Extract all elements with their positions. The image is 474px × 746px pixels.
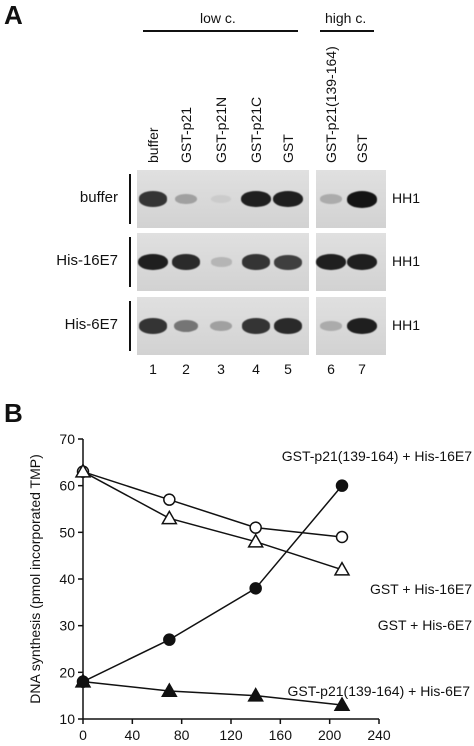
lane-number-3: 3: [217, 361, 225, 377]
chart-series-labels: GST-p21(139-164) + His-16E7 GST + His-16E…: [282, 448, 472, 699]
series-label-3: GST + His-6E7: [378, 617, 472, 633]
x-tick-label-3: 120: [219, 727, 243, 743]
series-label-1: GST-p21(139-164) + His-16E7: [282, 448, 472, 464]
band-row3-lane3: [209, 320, 233, 332]
data-point-s1-2: [163, 633, 176, 646]
series-4: [74, 673, 351, 711]
band-row2-lane3: [210, 257, 232, 267]
band-row3-lane7: [347, 317, 377, 335]
lane-label-5: GST: [280, 134, 296, 163]
chart-axes: 10 20 30 40 50 60 70 0 40 80 120 160 200 240 His-E7 (n…: [27, 431, 391, 746]
high-concentration-bracket: [320, 30, 374, 32]
y-tick-label-6: 70: [59, 431, 75, 447]
data-point-s2-3: [249, 521, 262, 534]
band-row2-lane6: [316, 253, 346, 271]
band-row3-lane5: [273, 318, 303, 334]
lane-label-2: GST-p21: [178, 106, 194, 163]
data-point-s4-2: [161, 682, 178, 697]
band-row3-lane4: [241, 318, 271, 334]
lane-number-4: 4: [252, 361, 260, 377]
band-row1-lane4: [241, 190, 271, 208]
lane-label-4: GST-p21C: [248, 96, 264, 163]
y-tick-label-4: 50: [59, 524, 75, 540]
series-line-3: [82, 471, 343, 571]
hh1-marker-1: HH1: [392, 190, 421, 206]
data-point-s3-4: [333, 561, 351, 576]
dna-synthesis-chart: 10 20 30 40 50 60 70 0 40 80 120 160 200 240 His-E7 (n…: [27, 431, 472, 746]
data-point-s2-4: [335, 530, 349, 544]
band-row3-lane1: [138, 318, 168, 334]
y-tick-label-0: 10: [59, 711, 75, 727]
y-tick-label-2: 30: [59, 618, 75, 634]
data-point-s1-4: [335, 479, 349, 492]
series-line-4: [82, 680, 343, 706]
lane-label-7: GST: [354, 134, 370, 163]
data-point-s4-4: [333, 696, 351, 711]
x-tick-label-2: 80: [174, 727, 190, 743]
lane-label-3: GST-p21N: [213, 96, 229, 163]
data-point-s4-1: [74, 673, 92, 688]
band-row2-lane2: [171, 254, 201, 270]
series-line-1: [82, 485, 343, 683]
panel-b-letter: B: [4, 398, 23, 428]
data-point-s1-3: [249, 582, 262, 595]
series-2: [76, 465, 349, 544]
band-row2-lane7: [347, 253, 377, 271]
band-row2-lane5: [274, 254, 302, 270]
x-tick-label-4: 160: [269, 727, 293, 743]
x-tick-label-1: 40: [125, 727, 141, 743]
band-row2-lane4: [241, 254, 271, 270]
hh1-marker-2: HH1: [392, 253, 421, 269]
band-row2-lane1: [138, 253, 168, 271]
x-tick-label-0: 0: [79, 727, 87, 743]
series-label-4: GST-p21(139-164) + His-6E7: [288, 683, 471, 699]
lane-number-5: 5: [284, 361, 292, 377]
row-label-3: His-6E7: [64, 316, 118, 333]
lane-number-6: 6: [327, 361, 335, 377]
band-row1-lane6: [320, 194, 342, 204]
chart-series: [74, 463, 351, 711]
low-concentration-bracket: [143, 30, 298, 32]
lane-label-1: buffer: [145, 127, 161, 163]
band-row1-lane1: [138, 191, 168, 207]
x-axis-label: His-E7 (ng): [191, 744, 267, 746]
hh1-marker-3: HH1: [392, 317, 421, 333]
lane-number-1: 1: [149, 361, 157, 377]
band-row3-lane2: [173, 319, 199, 333]
x-tick-label-5: 200: [318, 727, 342, 743]
lane-label-6: GST-p21(139-164): [323, 46, 339, 163]
band-row1-lane3: [211, 194, 231, 204]
series-label-2: GST + His-16E7: [370, 581, 472, 597]
data-point-s3-3: [247, 533, 264, 548]
row-bracket-3: [129, 301, 131, 351]
band-row1-lane2: [174, 193, 198, 205]
y-axis-label: DNA synthesis (pmol incorporated TMP): [27, 454, 43, 704]
series-3: [74, 463, 351, 576]
high-concentration-label: high c.: [325, 10, 367, 26]
row-label-2: His-16E7: [56, 252, 118, 269]
lane-number-7: 7: [358, 361, 366, 377]
row-bracket-2: [129, 237, 131, 287]
band-row1-lane5: [273, 190, 303, 208]
row-label-1: buffer: [79, 189, 118, 206]
data-point-s4-3: [247, 687, 264, 702]
data-point-s3-2: [161, 509, 178, 525]
y-tick-label-1: 20: [59, 664, 75, 680]
panel-a-letter: A: [4, 0, 23, 30]
series-1: [76, 479, 349, 688]
series-line-2: [82, 470, 343, 538]
low-concentration-label: low c.: [200, 10, 236, 26]
data-point-s2-2: [163, 493, 176, 506]
band-row1-lane7: [347, 190, 377, 208]
y-tick-label-5: 60: [59, 478, 75, 494]
row-bracket-1: [129, 174, 131, 224]
data-point-s3-1: [74, 463, 92, 478]
lane-number-2: 2: [182, 361, 190, 377]
y-tick-label-3: 40: [59, 571, 75, 587]
band-row3-lane6: [320, 321, 342, 331]
x-tick-label-6: 240: [367, 727, 391, 743]
